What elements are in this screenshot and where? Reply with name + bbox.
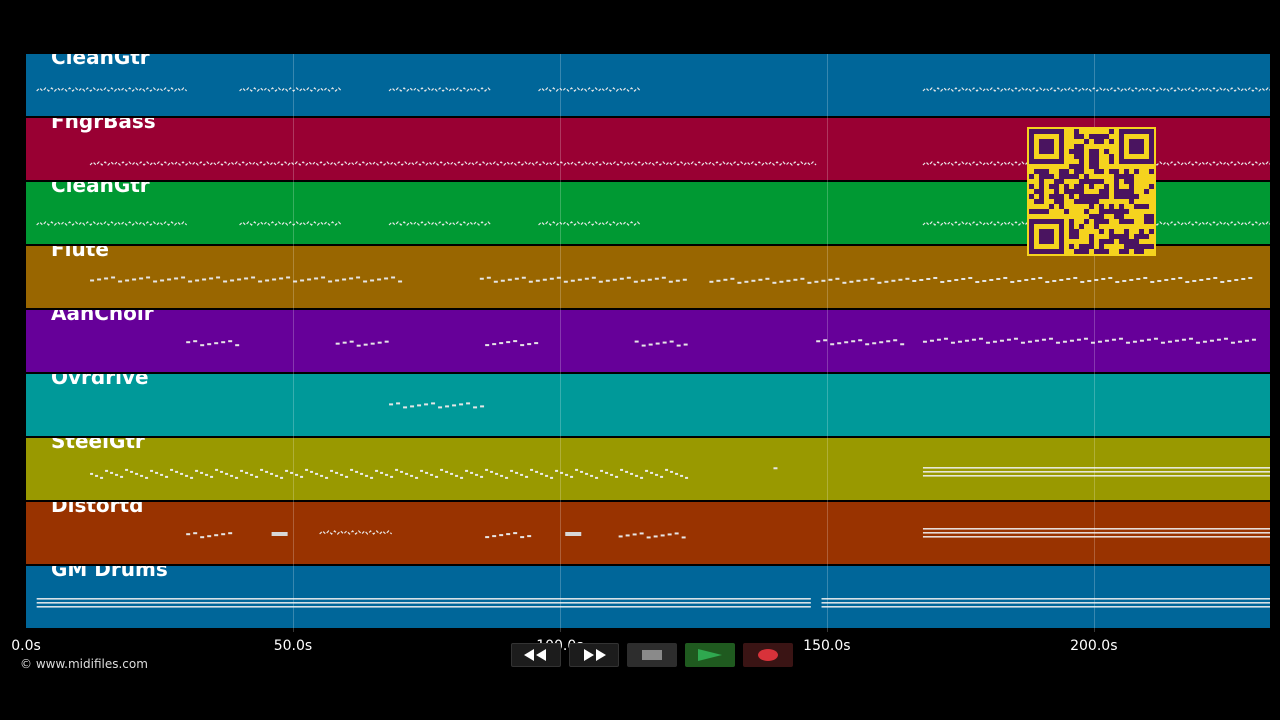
record-icon <box>758 649 778 661</box>
grid-line <box>1093 54 1095 632</box>
note-events <box>186 528 1270 539</box>
track-name: Ovrdrive <box>51 374 149 389</box>
track-name: Distortd <box>51 502 144 517</box>
note-events <box>389 402 485 409</box>
track-lane: Ovrdrive <box>26 374 1270 436</box>
track-lane: AahChoir <box>26 310 1270 372</box>
note-events <box>36 87 1270 92</box>
time-tick-label: 200.0s <box>1070 638 1118 654</box>
play-button[interactable] <box>685 643 735 667</box>
time-tick-label: 50.0s <box>273 638 313 654</box>
qr-code-icon <box>1027 127 1156 256</box>
time-tick-label: 0.0s <box>11 638 41 654</box>
play-icon <box>698 649 722 661</box>
track-lane: Flute <box>26 246 1270 308</box>
track-name: CleanGtr <box>51 54 150 69</box>
transport-controls <box>511 643 793 667</box>
track-lane: SteelGtr <box>26 438 1270 500</box>
stop-icon <box>642 650 662 660</box>
copyright-text: © www.midifiles.com <box>20 657 148 671</box>
time-tick-label: 150.0s <box>803 638 851 654</box>
note-events <box>90 276 1253 284</box>
track-name: GM Drums <box>51 566 168 581</box>
track-name: CleanGtr <box>51 182 150 197</box>
grid-line <box>292 54 294 632</box>
grid-line <box>826 54 828 632</box>
track-name: Flute <box>51 246 109 261</box>
track-lane: CleanGtr <box>26 54 1270 116</box>
grid-line <box>559 54 561 632</box>
note-events <box>90 467 1270 479</box>
fast-forward-icon <box>584 649 606 661</box>
track-lane: GM Drums <box>26 566 1270 628</box>
fast-forward-button[interactable] <box>569 643 619 667</box>
rewind-icon <box>524 649 546 661</box>
record-button[interactable] <box>743 643 793 667</box>
track-name: SteelGtr <box>51 438 145 453</box>
track-name: AahChoir <box>51 310 154 325</box>
track-name: FngrBass <box>51 118 156 133</box>
rewind-button[interactable] <box>511 643 561 667</box>
note-events <box>36 598 1270 608</box>
track-lane: Distortd <box>26 502 1270 564</box>
note-events <box>186 337 1256 347</box>
stop-button[interactable] <box>627 643 677 667</box>
